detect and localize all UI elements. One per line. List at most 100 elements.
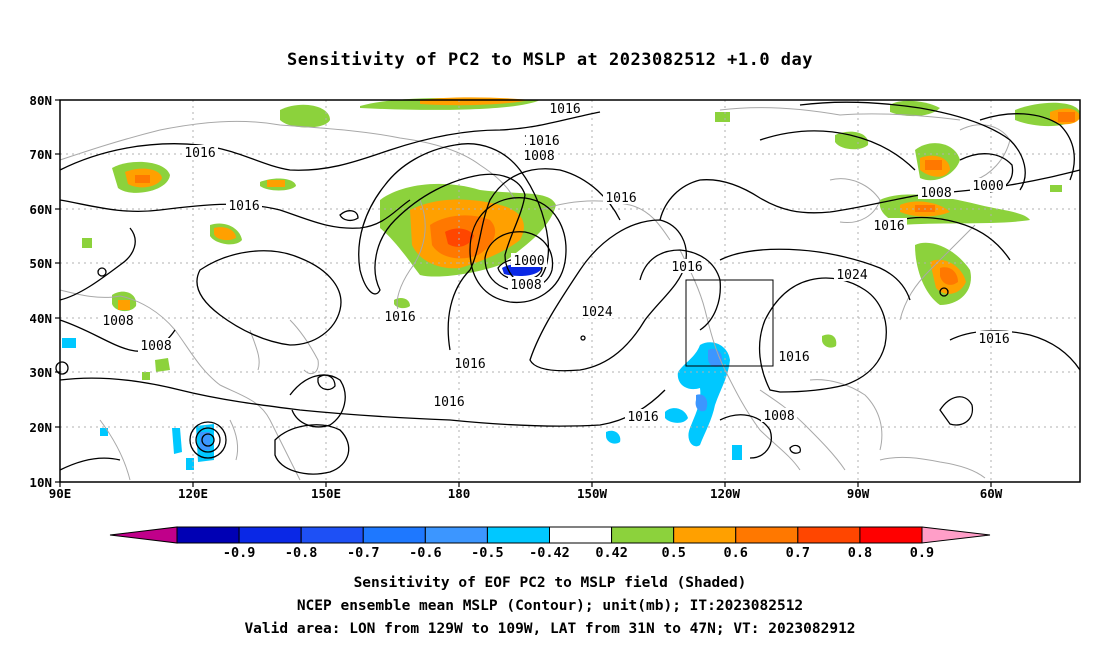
coast-greenland bbox=[959, 124, 1011, 181]
contour-label: 1016 bbox=[978, 332, 1009, 347]
contour-14 bbox=[274, 424, 350, 475]
valid-area-box bbox=[685, 279, 774, 367]
shade-green-arctic bbox=[280, 104, 330, 128]
shade-darkorange-asia bbox=[135, 175, 150, 183]
contour-label-bg bbox=[603, 190, 639, 204]
contour-label: 1016 bbox=[454, 357, 485, 372]
shade-cyan-pacific-1 bbox=[677, 342, 730, 447]
lon-label: 150W bbox=[577, 486, 608, 501]
contour-label: 1008 bbox=[523, 149, 554, 164]
shade-cyan-pacific-2 bbox=[665, 408, 688, 423]
coast-caribbean bbox=[879, 456, 986, 479]
colorbar-tick-label: -0.8 bbox=[285, 545, 318, 561]
colorbar-tick-label: 0.6 bbox=[724, 545, 748, 561]
coast-kamchatka bbox=[396, 199, 426, 311]
shade-cyan-asia-5 bbox=[186, 458, 194, 470]
caption-line-1: Sensitivity of EOF PC2 to MSLP field (Sh… bbox=[353, 575, 747, 591]
mslp-contours bbox=[55, 101, 1081, 475]
coast-indochina bbox=[99, 419, 131, 481]
lat-label: 10N bbox=[29, 475, 52, 490]
contour-circle-1 bbox=[201, 433, 215, 447]
contour-circle-3 bbox=[189, 421, 227, 459]
coast-hudson bbox=[829, 178, 881, 224]
contour-20 bbox=[759, 130, 916, 171]
lon-label: 90W bbox=[847, 486, 870, 501]
contour-circle-5 bbox=[97, 267, 107, 277]
contour-labels: 1016 1016 1008 1008 1016 1016 1000 1008 1016 1016… bbox=[100, 101, 1012, 425]
shade-green-canada-2 bbox=[890, 100, 940, 117]
contour-23 bbox=[979, 113, 1075, 181]
colorbar-segment bbox=[424, 526, 488, 544]
contour-label-bg bbox=[970, 178, 1006, 192]
lat-label: 40N bbox=[29, 311, 52, 326]
contour-label: 1008 bbox=[763, 409, 794, 424]
contour-label: 1024 bbox=[836, 268, 867, 283]
map-frame bbox=[59, 99, 1081, 483]
contour-label-bg bbox=[226, 198, 262, 212]
contour-circle-2 bbox=[195, 427, 221, 453]
contour-label-bg bbox=[834, 267, 870, 281]
coast-asia-north bbox=[59, 120, 516, 201]
coast-japan bbox=[289, 319, 319, 375]
contour-label: 1000 bbox=[972, 179, 1003, 194]
contour-29 bbox=[317, 374, 336, 391]
colorbar-right-arrow bbox=[921, 526, 991, 544]
lat-label: 70N bbox=[29, 147, 52, 162]
shade-darkorange-us bbox=[940, 267, 958, 285]
colorbar-tick-label: -0.5 bbox=[471, 545, 504, 561]
contour-16 bbox=[639, 249, 721, 331]
contour-6 bbox=[469, 197, 567, 304]
colorbar-tick-label: 0.7 bbox=[786, 545, 810, 561]
lon-label: 90E bbox=[49, 486, 72, 501]
contour-label-bg bbox=[100, 313, 136, 327]
contour-26 bbox=[719, 414, 772, 459]
shade-cyan-pacific-3 bbox=[606, 430, 621, 444]
contour-label: 1008 bbox=[140, 339, 171, 354]
shade-green-greenland bbox=[715, 112, 730, 122]
contour-label: 1016 bbox=[228, 199, 259, 214]
contour-label-bg bbox=[382, 309, 418, 323]
contour-label: 1016 bbox=[671, 260, 702, 275]
contour-label: 1016 bbox=[184, 146, 215, 161]
contour-8 bbox=[529, 219, 687, 372]
contour-label-bg bbox=[918, 185, 954, 199]
shade-green-asia-4 bbox=[82, 238, 92, 248]
caption-line-3: Valid area: LON from 129W to 109W, LAT f… bbox=[244, 621, 856, 637]
contour-7 bbox=[447, 168, 621, 351]
contour-label: 1016 bbox=[873, 219, 904, 234]
lon-label: 180 bbox=[448, 486, 471, 501]
contour-label: 1008 bbox=[102, 314, 133, 329]
lon-label: 120W bbox=[710, 486, 741, 501]
contour-24 bbox=[949, 330, 1081, 371]
contour-label: 1016 bbox=[384, 310, 415, 325]
colorbar-segment bbox=[362, 526, 426, 544]
contour-19 bbox=[899, 216, 1011, 261]
colorbar-segment bbox=[176, 526, 240, 544]
contour-label-bg bbox=[976, 331, 1012, 345]
contour-label: 1016 bbox=[433, 395, 464, 410]
shade-darkorange-canada bbox=[925, 160, 942, 170]
colorbar-tick-label: -0.42 bbox=[529, 545, 570, 561]
chart-title: Sensitivity of PC2 to MSLP at 2023082512… bbox=[286, 50, 813, 70]
shade-cyan-asia-1 bbox=[172, 428, 182, 454]
contour-circle-7 bbox=[939, 287, 949, 297]
colorbar: -0.9 -0.8 -0.7 -0.6 -0.5 -0.42 0.42 0.5 0.6 0.7 0.… bbox=[109, 526, 991, 561]
contour-label: 1016 bbox=[778, 350, 809, 365]
contour-27 bbox=[59, 457, 121, 471]
contour-25 bbox=[939, 396, 974, 426]
contour-label-bg bbox=[182, 145, 218, 159]
colorbar-segment bbox=[238, 526, 302, 544]
contour-2 bbox=[59, 199, 411, 229]
contour-label-bg bbox=[526, 133, 562, 147]
contour-label-bg bbox=[625, 409, 661, 423]
contour-label: 1008 bbox=[510, 278, 541, 293]
shade-orange-asia-2 bbox=[267, 180, 285, 187]
coast-asia-east bbox=[59, 289, 301, 481]
shade-green-us-south bbox=[822, 334, 837, 348]
shade-green-kamchatka bbox=[394, 298, 410, 309]
latitude-labels: 10N 20N 30N 40N 50N 60N 70N 80N bbox=[29, 93, 60, 490]
contour-label: 1008 bbox=[920, 186, 951, 201]
shade-green-atlantic-2 bbox=[1050, 185, 1062, 192]
colorbar-segment bbox=[797, 526, 861, 544]
colorbar-segment bbox=[486, 526, 550, 544]
